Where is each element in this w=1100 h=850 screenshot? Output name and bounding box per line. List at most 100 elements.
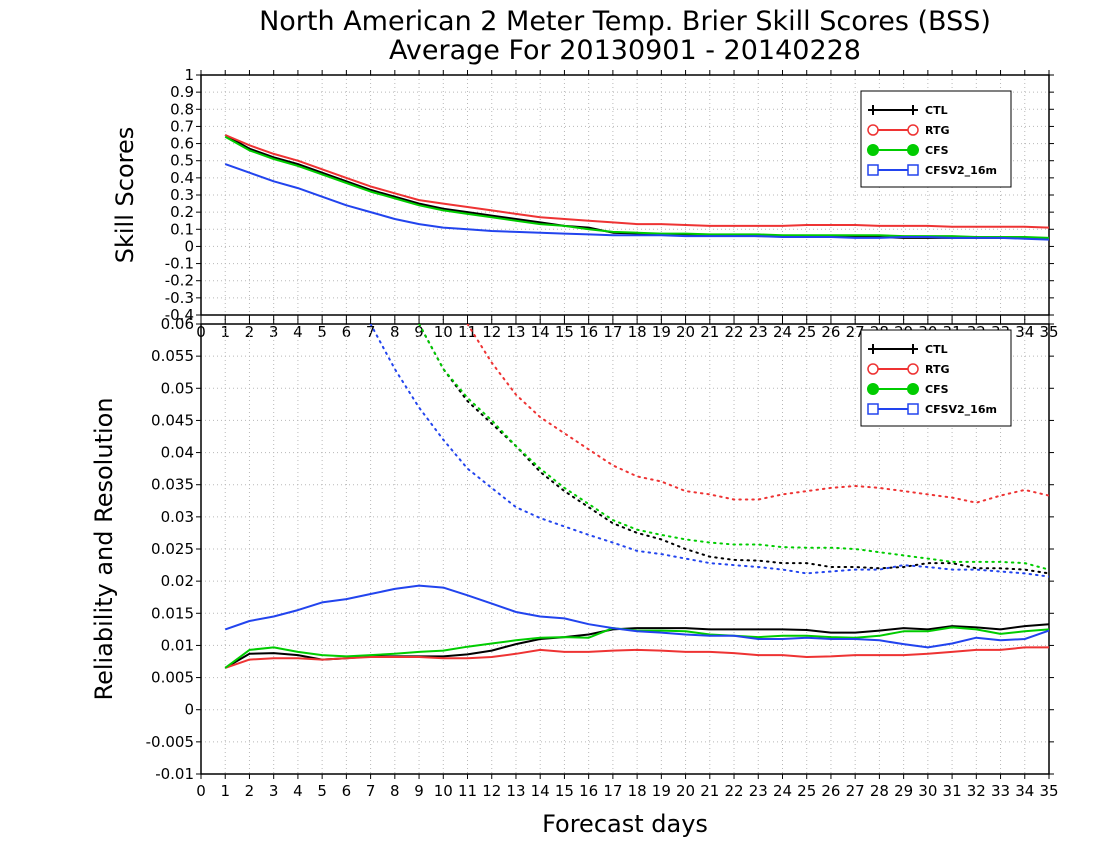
legend-marker-plus-icon: [868, 105, 878, 115]
y-tick-label: 0.01: [161, 636, 194, 654]
y-tick-label: 1: [184, 66, 194, 84]
legend-label-cfs: CFS: [925, 383, 949, 396]
x-tick-label: 19: [652, 782, 671, 800]
legend-marker-dot-icon: [867, 383, 879, 395]
reliability-resolution-panel: 0.060.0550.050.0450.040.0350.030.0250.02…: [90, 315, 1059, 838]
x-tick-label: 27: [846, 782, 865, 800]
x-tick-label: 18: [628, 782, 647, 800]
legend-marker-square-icon: [907, 403, 919, 415]
series-group: [224, 324, 1049, 669]
y-tick-label: 0.055: [151, 347, 194, 365]
series-group: [224, 134, 1049, 241]
legend-marker-square-icon: [907, 164, 919, 176]
x-tick-label: 6: [342, 782, 352, 800]
legend-marker-circle-icon: [867, 363, 879, 375]
y-tick-label: 0.03: [161, 508, 194, 526]
y-tick-label: 0: [184, 701, 194, 719]
x-tick-label: 8: [390, 782, 400, 800]
legend-marker-dot-icon: [867, 144, 879, 156]
legend-marker-dot-icon: [907, 144, 919, 156]
x-tick-label: 11: [458, 782, 477, 800]
y-tick-label: -0.4: [165, 306, 194, 324]
y-tick-label: 0.025: [151, 540, 194, 558]
legend-marker-circle-icon: [907, 124, 919, 136]
x-tick-label: 25: [797, 782, 816, 800]
y-tick-label: 0.6: [170, 135, 194, 153]
x-tick-label: 2: [245, 782, 255, 800]
y-tick-label: -0.005: [146, 733, 194, 751]
legend-marker-square-icon: [867, 164, 879, 176]
legend-marker-plus-icon: [908, 344, 918, 354]
series-line-rtg: [224, 134, 1049, 229]
x-tick-label: 21: [700, 782, 719, 800]
x-tick-label: 15: [555, 782, 574, 800]
x-tick-label: 4: [293, 782, 303, 800]
y-tick-label: 0.7: [170, 117, 194, 135]
legend-label-rtg: RTG: [925, 363, 950, 376]
x-tick-label: 16: [579, 782, 598, 800]
legend: CTL RTG CFS CFSV2_16m: [860, 329, 1012, 427]
y-tick-label: 0.02: [161, 572, 194, 590]
legend-marker-dot-icon: [907, 383, 919, 395]
x-tick-label: 24: [773, 782, 792, 800]
x-tick-label: 5: [317, 782, 327, 800]
y-tick-label: 0.4: [170, 169, 194, 187]
x-tick-label: 10: [434, 782, 453, 800]
legend-marker-circle-icon: [907, 363, 919, 375]
legend-marker-plus-icon: [908, 105, 918, 115]
y-tick-label: 0: [184, 237, 194, 255]
y-tick-label: 0.04: [161, 444, 194, 462]
legend-label-ctl: CTL: [925, 104, 948, 117]
x-tick-label: 14: [531, 782, 550, 800]
x-tick-label: 34: [1015, 782, 1034, 800]
x-tick-label: 35: [1039, 782, 1058, 800]
chart-title-line1: North American 2 Meter Temp. Brier Skill…: [259, 6, 991, 37]
legend-marker-circle-icon: [867, 124, 879, 136]
y-tick-label: 0.045: [151, 411, 194, 429]
resolution-line-cfsv2-16m: [369, 324, 1049, 578]
x-tick-label: 12: [482, 782, 501, 800]
x-tick-label: 26: [821, 782, 840, 800]
y-tick-label: -0.1: [165, 255, 194, 273]
x-tick-label: 0: [196, 782, 206, 800]
x-tick-label: 23: [749, 782, 768, 800]
skill-scores-panel: 10.90.80.70.60.50.40.30.20.10-0.1-0.2 -0.…: [111, 66, 1059, 341]
reliability-line-rtg: [224, 646, 1049, 669]
series-line-cfsv2-16m: [224, 163, 1049, 241]
x-tick-label: 28: [870, 782, 889, 800]
y-axis-label: Reliability and Resolution: [90, 397, 118, 700]
y-tick-label: 0.2: [170, 203, 194, 221]
x-tick-label: 7: [366, 782, 376, 800]
x-axis-label: Forecast days: [542, 810, 708, 838]
y-tick-label: 0.9: [170, 83, 194, 101]
chart-title-line2: Average For 20130901 - 20140228: [389, 35, 861, 66]
x-tick-label: 32: [967, 782, 986, 800]
x-tick-label: 1: [220, 782, 230, 800]
y-tick-label: 0.8: [170, 100, 194, 118]
y-tick-label: 0.005: [151, 669, 194, 687]
legend-label-cfsv2-16m: CFSV2_16m: [925, 403, 997, 416]
resolution-line-cfs: [418, 324, 1049, 571]
x-tick-label: 17: [603, 782, 622, 800]
x-tick-label: 29: [894, 782, 913, 800]
x-tick-label: 30: [918, 782, 937, 800]
y-tick-label: 0.06: [161, 315, 194, 333]
reliability-line-cfsv2-16m: [224, 584, 1049, 649]
y-tick-label: -0.01: [155, 765, 194, 783]
x-tick-label: 3: [269, 782, 279, 800]
legend-label-cfs: CFS: [925, 144, 949, 157]
legend-marker-plus-icon: [868, 344, 878, 354]
y-tick-label: 0.1: [170, 220, 194, 238]
x-tick-label: 20: [676, 782, 695, 800]
x-tick-label: 31: [943, 782, 962, 800]
legend: CTL RTG CFS CFSV2_16m: [860, 90, 1012, 188]
y-tick-label: 0.015: [151, 604, 194, 622]
y-tick-label: 0.035: [151, 476, 194, 494]
resolution-line-rtg: [466, 324, 1049, 504]
y-tick-label: -0.2: [165, 272, 194, 290]
x-tick-label: 33: [991, 782, 1010, 800]
y-tick-label: 0.5: [170, 152, 194, 170]
legend-label-ctl: CTL: [925, 343, 948, 356]
y-tick-label: 0.3: [170, 186, 194, 204]
